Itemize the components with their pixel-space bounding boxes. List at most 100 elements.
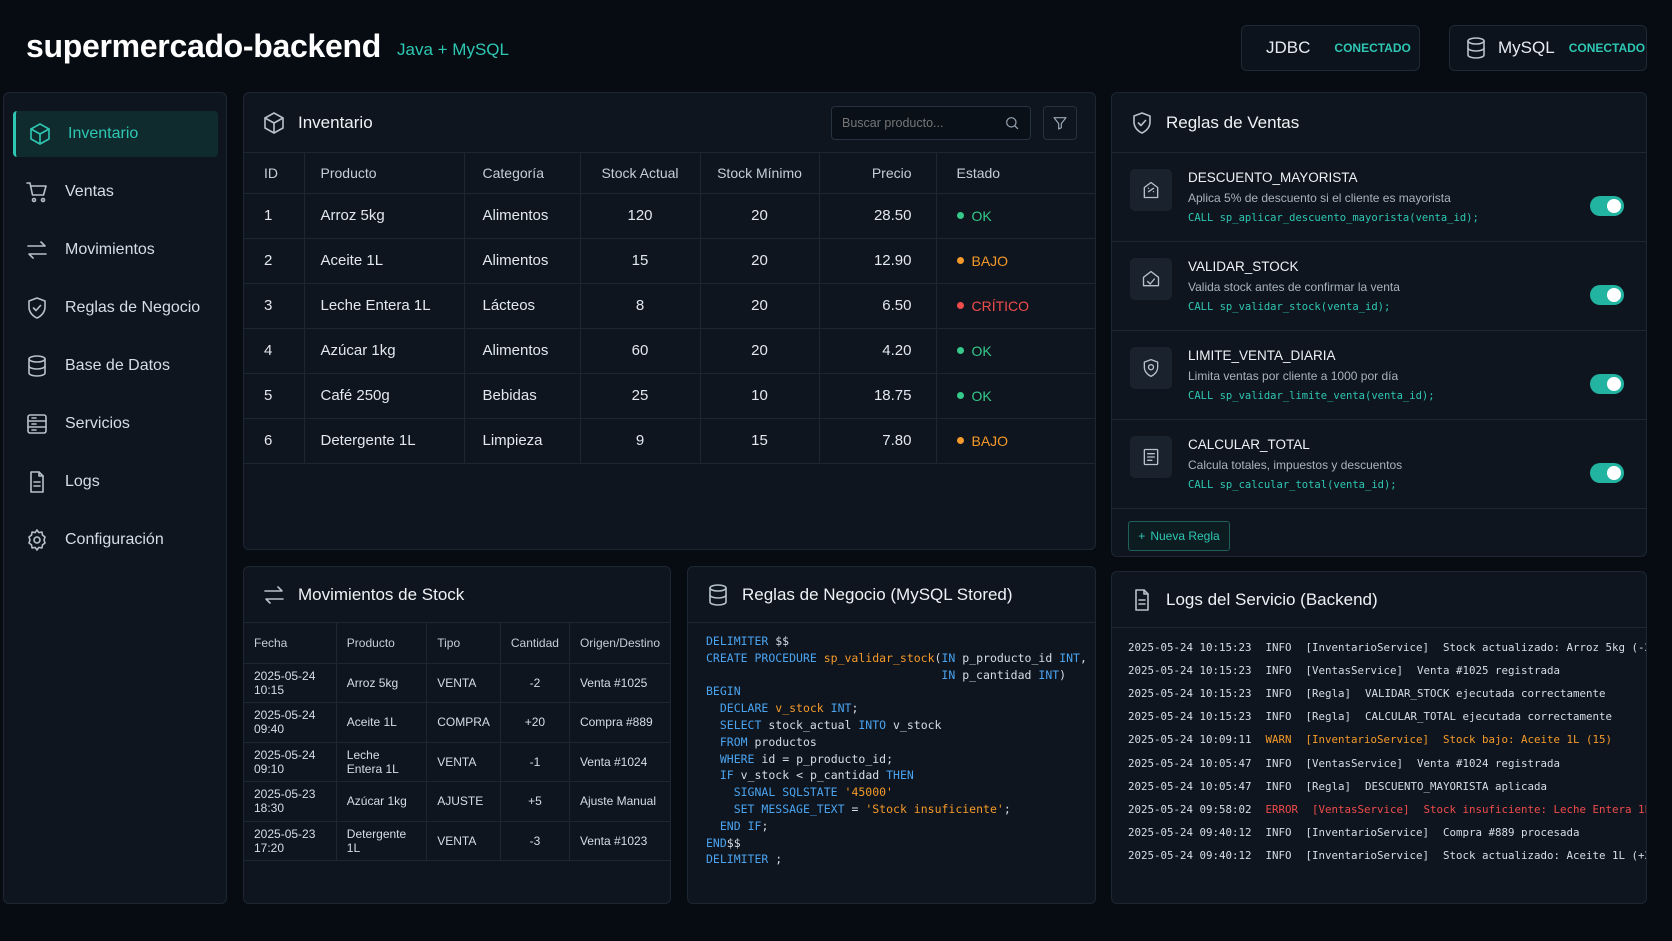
table-row[interactable]: 2025-05-23 18:30 Azúcar 1kg AJUSTE +5 Ajuste…: [244, 781, 670, 822]
log-level: WARN: [1265, 733, 1292, 747]
table-row[interactable]: 1 Arroz 5kg Alimentos 120 20 28.50 OK: [244, 193, 1095, 239]
code-line: DELIMITER ;: [706, 852, 783, 867]
rule-name: LIMITE_VENTA_DIARIA: [1188, 348, 1336, 363]
cell-categoria: Bebidas: [464, 373, 581, 419]
table-row[interactable]: 2 Aceite 1L Alimentos 15 20 12.90 BAJO: [244, 238, 1095, 284]
cell-id: 6: [244, 418, 305, 464]
cell-tipo: VENTA: [426, 663, 501, 703]
code-header: Reglas de Negocio (MySQL Stored): [688, 567, 1095, 623]
rule-toggle[interactable]: [1590, 374, 1624, 394]
cell-producto: Leche Entera 1L: [336, 742, 428, 782]
new-rule-button[interactable]: + Nueva Regla: [1128, 521, 1230, 551]
sql-code-block[interactable]: DELIMITER $$ CREATE PROCEDURE sp_validar_…: [688, 623, 1095, 878]
table-row[interactable]: 4 Azúcar 1kg Alimentos 60 20 4.20 OK: [244, 328, 1095, 374]
search-input[interactable]: [842, 115, 992, 130]
log-line: 2025-05-24 09:58:02 ERROR [VentasService] S…: [1112, 798, 1646, 821]
column-header[interactable]: Tipo: [426, 623, 501, 664]
cell-cantidad: -2: [500, 663, 570, 703]
status-label: CRÍTICO: [971, 297, 1030, 314]
log-timestamp: 2025-05-24 09:40:12: [1128, 848, 1252, 862]
cell-stock-actual: 120: [580, 193, 701, 239]
log-line: 2025-05-24 10:15:23 INFO [Regla] CALCULAR_T…: [1112, 705, 1646, 728]
search-icon[interactable]: [1004, 115, 1020, 131]
panel-title: Logs del Servicio (Backend): [1166, 589, 1378, 609]
cell-precio: 12.90: [819, 238, 937, 284]
status-label: OK: [971, 387, 992, 404]
sidebar-item-ventas[interactable]: Ventas: [13, 169, 218, 215]
rule-toggle[interactable]: [1590, 463, 1624, 483]
column-header[interactable]: Categoría: [464, 153, 581, 194]
table-header-row: Fecha Producto Tipo Cantidad Origen/Dest…: [244, 623, 670, 664]
rule-toggle[interactable]: [1590, 285, 1624, 305]
rule-description: Valida stock antes de confirmar la venta: [1188, 280, 1400, 294]
log-timestamp: 2025-05-24 10:15:23: [1128, 664, 1252, 678]
table-row[interactable]: 2025-05-23 17:20 Detergente 1L VENTA -3 Vent…: [244, 821, 670, 861]
log-timestamp: 2025-05-24 10:05:47: [1128, 779, 1252, 793]
log-line: 2025-05-24 10:05:47 INFO [Regla] DESCUENTO_…: [1112, 775, 1646, 798]
rule-toggle[interactable]: [1590, 196, 1624, 216]
new-rule-label: Nueva Regla: [1150, 529, 1220, 543]
rule-item: CALCULAR_TOTAL Calcula totales, impuestos…: [1112, 420, 1646, 509]
rule-text: DESCUENTO_MAYORISTA Aplica 5% de descuent…: [1188, 166, 1479, 224]
sales-rules-panel: Reglas de Ventas DESCUENTO_MAYORISTA Apli…: [1111, 92, 1647, 557]
sidebar-item-label: Configuración: [65, 531, 164, 548]
sidebar-item-label: Logs: [65, 473, 100, 490]
code-line: BEGIN: [706, 684, 741, 699]
jdbc-label: JDBC: [1266, 38, 1311, 57]
status-badge: BAJO: [956, 433, 1086, 449]
column-header[interactable]: Precio: [819, 153, 937, 194]
panel-title: Inventario: [298, 112, 373, 132]
arrows-swap-icon: [262, 583, 286, 607]
rule-name: CALCULAR_TOTAL: [1188, 437, 1310, 452]
sidebar-item-label: Servicios: [65, 415, 130, 432]
column-header[interactable]: Origen/Destino: [569, 623, 670, 664]
status-badge: BAJO: [956, 253, 1086, 269]
cell-fecha: 2025-05-23 17:20: [244, 821, 337, 861]
table-row[interactable]: 2025-05-24 09:10 Leche Entera 1L VENTA -1 Ve…: [244, 742, 670, 782]
cell-cantidad: +20: [500, 702, 570, 743]
status-dot-icon: [956, 437, 964, 444]
plus-icon: +: [1138, 529, 1146, 543]
column-header[interactable]: Estado: [936, 153, 1095, 194]
cell-producto: Aceite 1L: [336, 702, 428, 743]
rule-description: Limita ventas por cliente a 1000 por día: [1188, 369, 1399, 383]
cell-producto: Azúcar 1kg: [304, 328, 465, 374]
sidebar-item-base-de-datos[interactable]: Base de Datos: [13, 343, 218, 389]
log-message: Venta #1024 registrada: [1417, 756, 1561, 770]
table-row[interactable]: 2025-05-24 10:15 Arroz 5kg VENTA -2 Venta #1…: [244, 663, 670, 703]
table-row[interactable]: 2025-05-24 09:40 Aceite 1L COMPRA +20 Compra…: [244, 702, 670, 743]
sidebar-item-logs[interactable]: Logs: [13, 459, 218, 505]
database-icon: [1464, 36, 1488, 60]
column-header[interactable]: ID: [244, 153, 305, 194]
cell-tipo: VENTA: [426, 742, 501, 782]
cell-estado: BAJO: [936, 238, 1095, 284]
column-header[interactable]: Fecha: [244, 623, 337, 664]
sidebar: Inventario Ventas Movimientos Reglas de …: [3, 92, 227, 904]
cell-origen-destino: Compra #889: [569, 702, 670, 743]
filter-button[interactable]: [1043, 105, 1077, 140]
app-title: supermercado-backend: [26, 28, 382, 64]
status-dot-icon: [956, 347, 964, 354]
column-header[interactable]: Producto: [304, 153, 465, 194]
column-header[interactable]: Cantidad: [500, 623, 570, 664]
sidebar-item-servicios[interactable]: Servicios: [13, 401, 218, 447]
log-source: [Regla]: [1305, 687, 1352, 701]
cell-stock-actual: 25: [580, 373, 701, 419]
log-source: [Regla]: [1305, 710, 1352, 724]
server-icon: [25, 412, 49, 436]
sidebar-item-reglas-de-negocio[interactable]: Reglas de Negocio: [13, 285, 218, 331]
log-level: ERROR: [1265, 802, 1299, 816]
mysql-status: MySQL CONECTADO: [1449, 25, 1647, 71]
column-header[interactable]: Producto: [336, 623, 428, 664]
cell-stock-actual: 60: [580, 328, 701, 374]
sidebar-item-inventario[interactable]: Inventario: [13, 111, 218, 157]
column-header[interactable]: Stock Mínimo: [700, 153, 820, 194]
sidebar-item-configuracion[interactable]: Configuración: [13, 517, 218, 563]
sidebar-item-movimientos[interactable]: Movimientos: [13, 227, 218, 273]
table-row[interactable]: 5 Café 250g Bebidas 25 10 18.75 OK: [244, 373, 1095, 419]
mysql-label: MySQL: [1498, 38, 1555, 57]
table-row[interactable]: 6 Detergente 1L Limpieza 9 15 7.80 BAJO: [244, 418, 1095, 464]
table-row[interactable]: 3 Leche Entera 1L Lácteos 8 20 6.50 CRÍTICO: [244, 283, 1095, 329]
logs-header: Logs del Servicio (Backend): [1112, 572, 1646, 628]
column-header[interactable]: Stock Actual: [580, 153, 701, 194]
